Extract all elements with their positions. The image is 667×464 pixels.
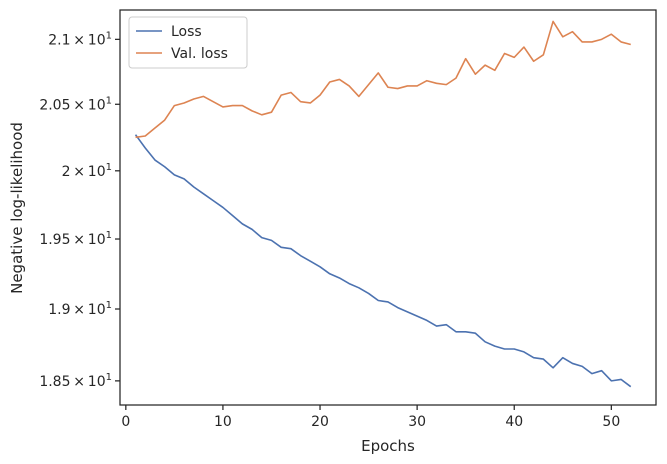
x-tick-label: 40	[505, 414, 523, 430]
y-tick-exponent: 1	[106, 162, 112, 173]
legend: Loss Val. loss	[128, 16, 248, 69]
y-tick-mantissa: 2	[62, 164, 71, 180]
plot-frame	[119, 9, 657, 406]
y-tick-exponent: 1	[106, 230, 112, 241]
y-tick-mantissa: 2.05	[39, 97, 70, 113]
y-tick-label: 2 × 101	[62, 162, 112, 180]
y-tick-label: 1.85 × 101	[39, 372, 112, 390]
y-tick-mantissa: 2.1	[48, 32, 70, 48]
y-tick-times-ten: × 10	[70, 97, 105, 113]
y-tick-mantissa: 1.95	[39, 232, 70, 248]
y-tick-exponent: 1	[106, 372, 112, 383]
y-tick-times-ten: × 10	[70, 164, 105, 180]
legend-label: Loss	[171, 24, 202, 40]
y-tick-exponent: 1	[106, 95, 112, 106]
y-tick-times-ten: × 10	[70, 374, 105, 390]
series-layer	[134, 20, 632, 388]
y-tick-mantissa: 1.9	[48, 302, 70, 318]
y-tick-exponent: 1	[106, 300, 112, 311]
y-tick-exponent: 1	[106, 30, 112, 41]
x-tick-label: 20	[311, 414, 329, 430]
y-tick-mantissa: 1.85	[39, 374, 70, 390]
series-line-val-loss	[135, 20, 631, 139]
legend-label: Val. loss	[171, 46, 228, 62]
y-tick-times-ten: × 10	[70, 232, 105, 248]
y-tick-times-ten: × 10	[70, 302, 105, 318]
y-tick-label: 2.05 × 101	[39, 95, 112, 113]
y-axis-title: Negative log-likelihood	[8, 122, 26, 294]
series-line-loss	[134, 134, 632, 388]
x-axis-title: Epochs	[361, 437, 415, 455]
x-tick-label: 30	[408, 414, 426, 430]
y-tick-label: 1.95 × 101	[39, 230, 112, 248]
y-tick-label: 2.1 × 101	[48, 30, 112, 48]
x-tick-label: 50	[602, 414, 620, 430]
legend-box	[128, 16, 248, 69]
x-axis-ticks: 0 10 20 30 40 50	[121, 405, 620, 430]
y-tick-label: 1.9 × 101	[48, 300, 112, 318]
x-tick-label: 0	[121, 414, 130, 430]
x-tick-label: 10	[214, 414, 232, 430]
y-tick-times-ten: × 10	[70, 32, 105, 48]
